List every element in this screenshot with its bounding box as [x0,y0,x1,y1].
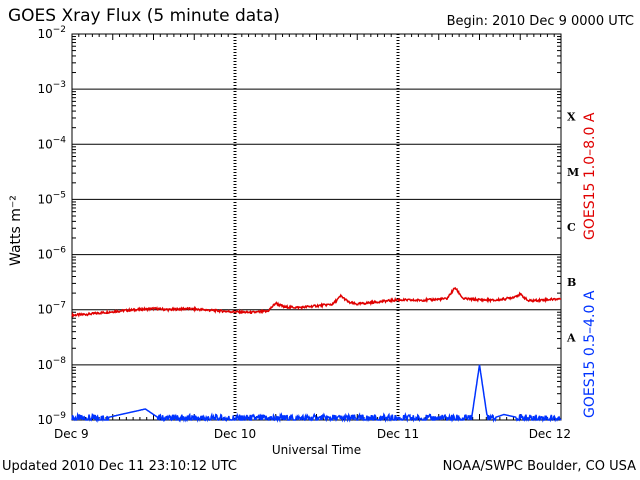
series-line-1 [71,364,562,423]
flare-class-a: A [566,331,576,344]
y-tick-label: 10−3 [37,80,66,96]
flare-class-c: C [567,221,576,234]
y-tick-label: 10−8 [37,356,66,372]
x-tick-label: Dec 11 [377,427,419,441]
y-tick-label: 10−9 [37,411,66,427]
plot-frame [71,33,562,421]
y-tick-label: 10−5 [37,190,66,206]
updated-timestamp: Updated 2010 Dec 11 23:10:12 UTC [2,459,237,474]
credit-line: NOAA/SWPC Boulder, CO USA [442,459,636,474]
flare-class-b: B [567,276,576,289]
flare-class-x: X [567,111,576,124]
x-tick-label: Dec 12 [529,427,571,441]
flare-class-m: M [567,166,579,179]
y-tick-label: 10−2 [37,25,66,41]
y-tick-label: 10−4 [37,135,66,151]
x-tick-label: Dec 9 [54,427,89,441]
begin-time: Begin: 2010 Dec 9 0000 UTC [446,14,634,29]
x-tick-label: Dec 10 [214,427,256,441]
chart-title: GOES Xray Flux (5 minute data) [8,6,280,26]
y-tick-label: 10−6 [37,246,66,262]
y-tick-label: 10−7 [37,301,66,317]
x-axis-label: Universal Time [272,443,361,457]
series-line-0 [71,286,561,319]
